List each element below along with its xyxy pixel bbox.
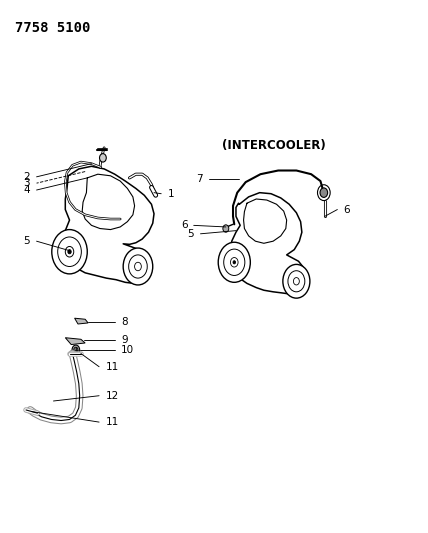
Circle shape — [100, 154, 106, 162]
Text: 12: 12 — [105, 391, 119, 401]
Circle shape — [72, 345, 80, 354]
Circle shape — [320, 188, 328, 197]
Circle shape — [123, 248, 153, 285]
Text: 7: 7 — [196, 174, 202, 184]
Text: (INTERCOOLER): (INTERCOOLER) — [223, 139, 326, 152]
Text: 7758 5100: 7758 5100 — [15, 21, 91, 35]
Circle shape — [68, 249, 71, 254]
Circle shape — [223, 225, 229, 232]
Circle shape — [52, 230, 87, 274]
Text: 10: 10 — [121, 345, 134, 355]
Circle shape — [283, 264, 310, 298]
Circle shape — [74, 347, 78, 352]
Text: 5: 5 — [24, 236, 30, 246]
Text: 11: 11 — [105, 417, 119, 427]
Text: 3: 3 — [24, 178, 30, 188]
Text: 2: 2 — [24, 172, 30, 182]
Text: 4: 4 — [24, 185, 30, 195]
Text: 6: 6 — [344, 205, 350, 215]
Text: 9: 9 — [121, 335, 128, 345]
Circle shape — [233, 261, 235, 264]
Text: 11: 11 — [105, 362, 119, 372]
Circle shape — [218, 242, 250, 282]
Polygon shape — [74, 318, 88, 324]
Text: 6: 6 — [181, 220, 187, 230]
Text: 5: 5 — [187, 229, 194, 239]
Polygon shape — [65, 338, 85, 344]
Text: 1: 1 — [167, 189, 174, 199]
Text: 8: 8 — [121, 317, 128, 327]
